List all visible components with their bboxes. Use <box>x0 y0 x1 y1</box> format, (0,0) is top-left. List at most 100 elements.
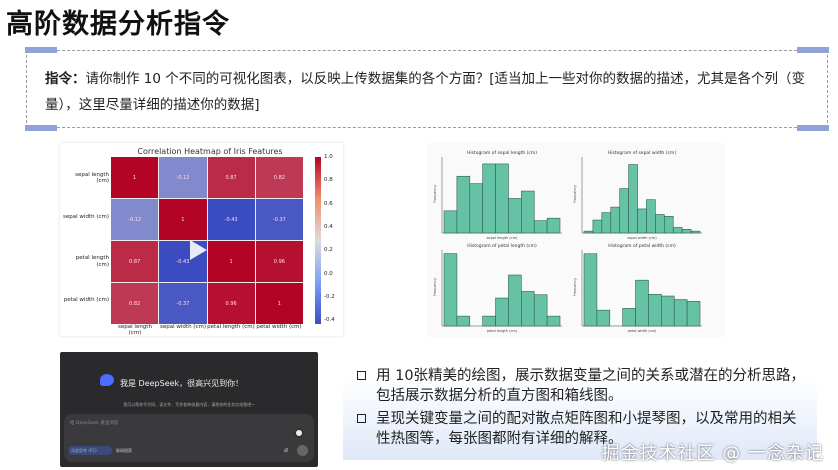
attach-icon[interactable]: ⌀ <box>284 446 289 454</box>
heatmap-cell: 1 <box>111 157 159 198</box>
histogram-bar <box>648 293 662 327</box>
histogram-title: Histogram of sepal width (cm) <box>608 150 676 156</box>
web-search-button[interactable]: 联网搜索 <box>116 448 132 453</box>
heatmap-row-label: petal length (cm) <box>75 255 109 268</box>
histogram-bar <box>628 164 638 234</box>
heatmap-cell: 0.87 <box>207 157 255 198</box>
colorbar-tick: -0.4 <box>324 317 335 324</box>
bullet-list: 用 10张精美的绘图，展示数据变量之间的关系或潜在的分析思路，包括展示数据分析的… <box>343 356 817 460</box>
y-axis-label: Frequency <box>433 185 437 203</box>
histogram-bar <box>610 206 620 234</box>
histogram-bar <box>686 301 701 327</box>
heatmap-cell: 0.96 <box>207 283 255 324</box>
histogram-bar <box>673 299 688 327</box>
send-button[interactable] <box>297 445 308 456</box>
histogram-bar <box>533 220 548 234</box>
heatmap-cell: 1 <box>255 283 303 324</box>
heatmap-col-label: petal width (cm) <box>256 324 302 330</box>
colorbar-tick: 1.0 <box>324 154 333 160</box>
x-axis-label: petal width (cm) <box>628 329 657 333</box>
correlation-heatmap-image[interactable]: Correlation Heatmap of Iris Features 1 -0… <box>60 143 343 336</box>
colorbar-tick: 0.2 <box>324 247 333 254</box>
colorbar-tick: 0.8 <box>324 177 333 184</box>
heatmap-cell: -0.43 <box>207 199 255 240</box>
histogram-bar <box>495 163 509 234</box>
histogram-bar <box>646 199 656 234</box>
histogram-bar <box>495 297 509 327</box>
x-axis-label: petal length (cm) <box>487 329 518 333</box>
histogram-bar <box>583 230 594 234</box>
heatmap-cell: 0.82 <box>255 157 303 198</box>
x-axis-label: sepal width (cm) <box>627 236 657 240</box>
histogram-bar <box>508 198 522 234</box>
colorbar-tick: 0.6 <box>324 200 333 207</box>
colorbar-tick: -0.2 <box>324 294 335 301</box>
histogram-bar <box>596 309 611 327</box>
histogram-bar <box>635 279 649 327</box>
heatmap-cell: 1 <box>207 241 255 282</box>
histogram-bar <box>456 175 471 234</box>
input-placeholder: 给 DeepSeek 发送消息 <box>70 421 119 426</box>
histogram-bar <box>681 229 692 234</box>
heatmap-grid: 1 -0.12 0.87 0.82 -0.12 1 -0.43 -0.37 0.87 -0.43 1… <box>111 157 303 324</box>
histogram-bar <box>690 230 701 234</box>
histogram-title: Histogram of petal width (cm) <box>608 243 676 249</box>
histograms-image: Histogram of sepal length (cm) sepal leng… <box>427 143 725 337</box>
heatmap-row-label: sepal length (cm) <box>75 171 109 185</box>
histogram-bar <box>546 315 561 327</box>
histogram-bar <box>482 163 496 234</box>
histogram-bar <box>521 291 535 327</box>
histogram-bar <box>619 188 629 234</box>
heatmap-col-label: sepal width (cm) <box>160 324 206 330</box>
histogram-bar <box>672 227 683 234</box>
colorbar-tick: 0.4 <box>324 224 333 231</box>
histogram-bar <box>521 190 535 234</box>
histogram-bar <box>622 308 636 327</box>
heatmap-row-label: petal width (cm) <box>63 297 109 304</box>
heatmap-cell: -0.12 <box>159 157 207 198</box>
histogram-bar <box>533 294 548 327</box>
deepseek-logo-icon <box>100 374 114 386</box>
histogram-bar <box>664 216 674 234</box>
histogram-bar <box>601 212 612 234</box>
instruction-text: 指令：请你制作 10 个不同的可视化图表，以反映上传数据集的各个方面？[适当加上… <box>45 71 806 113</box>
colorbar-tick: 0.0 <box>324 270 333 277</box>
message-input[interactable]: 给 DeepSeek 发送消息 深度思考 (R1) 联网搜索 ⌀ <box>64 414 314 462</box>
y-axis-label: Frequency <box>433 278 437 296</box>
model-icon <box>294 428 304 438</box>
histogram-bar <box>546 217 561 234</box>
heatmap-cell: 0.87 <box>111 241 159 282</box>
histogram-bar <box>443 210 458 234</box>
heatmap-cell: 0.82 <box>111 283 159 324</box>
histogram-title: Histogram of petal length (cm) <box>467 243 537 249</box>
heatmap-cell: -0.12 <box>111 199 159 240</box>
histogram-bar <box>469 183 483 234</box>
heatmap-cell: -0.37 <box>255 199 303 240</box>
slide-title: 高阶数据分析指令 <box>6 9 230 40</box>
bullet-item: 用 10张精美的绘图，展示数据变量之间的关系或潜在的分析思路，包括展示数据分析的… <box>357 366 807 406</box>
histogram-bar <box>661 295 675 327</box>
instruction-box: 指令：请你制作 10 个不同的可视化图表，以反映上传数据集的各个方面？[适当加上… <box>25 47 829 131</box>
bullet-item: 呈现关键变量之间的配对散点矩阵图和小提琴图，以及常用的相关性热图等，每张图都附有… <box>357 409 807 449</box>
heatmap-row-label: sepal width (cm) <box>63 213 109 220</box>
deep-think-button[interactable]: 深度思考 (R1) <box>68 446 112 455</box>
x-axis-label: sepal length (cm) <box>487 236 518 240</box>
histogram-bar <box>655 214 665 234</box>
y-axis-label: Frequency <box>573 278 577 296</box>
y-axis-label: Frequency <box>573 185 577 203</box>
histogram-bar <box>456 315 471 327</box>
heatmap-col-label: sepal length (cm) <box>118 324 152 336</box>
deepseek-greeting: 我是 DeepSeek，很高兴见到你！ <box>120 379 244 388</box>
heatmap-cell: 0.96 <box>255 241 303 282</box>
heatmap-title: Correlation Heatmap of Iris Features <box>137 147 283 156</box>
heatmap-cell: 1 <box>159 199 207 240</box>
bullet-square-icon <box>357 371 366 380</box>
histogram-bar <box>592 219 603 234</box>
histogram-bar <box>482 315 496 327</box>
play-icon[interactable] <box>190 240 207 260</box>
colorbar <box>315 157 321 324</box>
histogram-bar <box>637 208 647 234</box>
bullet-square-icon <box>357 414 366 423</box>
histogram-title: Histogram of sepal length (cm) <box>467 150 537 156</box>
deepseek-screenshot: 我是 DeepSeek，很高兴见到你！ 我可以帮你写代码、读文件、写作各种创意内… <box>60 352 318 467</box>
